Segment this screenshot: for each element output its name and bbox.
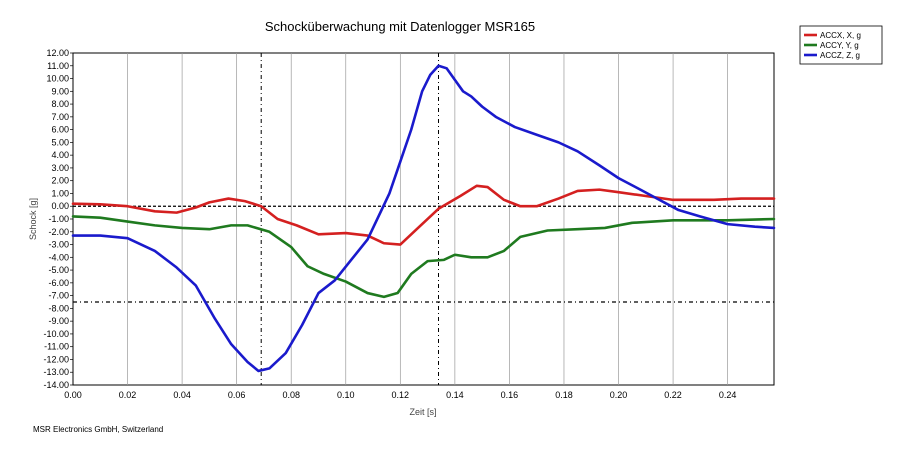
y-tick-label: -5.00	[48, 265, 69, 275]
y-tick-label: -2.00	[48, 227, 69, 237]
x-tick-label: 0.10	[337, 390, 355, 400]
y-tick-label: -1.00	[48, 214, 69, 224]
x-tick-label: 0.00	[64, 390, 82, 400]
x-tick-label: 0.14	[446, 390, 464, 400]
x-tick-label: 0.24	[719, 390, 737, 400]
y-tick-label: 4.00	[51, 150, 69, 160]
y-tick-label: -12.00	[43, 354, 69, 364]
y-tick-label: -4.00	[48, 252, 69, 262]
y-tick-label: -9.00	[48, 316, 69, 326]
y-tick-label: 5.00	[51, 137, 69, 147]
legend-label: ACCX, X, g	[820, 31, 861, 40]
y-tick-label: 2.00	[51, 176, 69, 186]
x-tick-label: 0.20	[610, 390, 628, 400]
plot-area: 0.00 0.02 0.04 0.06 0.08 0.10 0.12 0.14 0.16 0.18…	[43, 48, 776, 400]
y-tick-label: -6.00	[48, 278, 69, 288]
y-tick-label: 12.00	[46, 48, 69, 58]
y-tick-label: -14.00	[43, 380, 69, 390]
x-tick-label: 0.12	[392, 390, 410, 400]
series-line-3	[71, 64, 776, 373]
y-tick-label: 3.00	[51, 163, 69, 173]
y-tick-label: 6.00	[51, 125, 69, 135]
y-tick-label: -11.00	[44, 342, 69, 352]
y-tick-label: 11.00	[47, 61, 69, 71]
legend-label: ACCZ, Z, g	[820, 51, 860, 60]
series-line-2	[71, 215, 776, 299]
y-tick-label: 1.00	[51, 188, 69, 198]
plot-frame	[72, 52, 775, 386]
x-tick-label: 0.02	[119, 390, 137, 400]
x-axis-label: Zeit [s]	[409, 407, 436, 417]
x-tick-label: 0.06	[228, 390, 246, 400]
series-line-1	[71, 184, 776, 246]
y-tick-label: 9.00	[51, 86, 69, 96]
y-tick-label: 10.00	[46, 74, 69, 84]
y-tick-label: -8.00	[48, 303, 69, 313]
footer-text: MSR Electronics GmbH, Switzerland	[33, 425, 163, 434]
x-tick-label: 0.16	[501, 390, 519, 400]
y-tick-label: -7.00	[48, 291, 69, 301]
x-tick-label: 0.08	[282, 390, 300, 400]
y-tick-label: 8.00	[51, 99, 69, 109]
x-tick-label: 0.04	[173, 390, 191, 400]
y-tick-label: 7.00	[51, 112, 69, 122]
legend-label: ACCY, Y, g	[820, 41, 859, 50]
x-tick-label: 0.22	[664, 390, 682, 400]
y-tick-label: -13.00	[43, 367, 69, 377]
y-tick-label: 0.00	[51, 201, 69, 211]
y-tick-label: -3.00	[48, 240, 69, 250]
x-tick-label: 0.18	[555, 390, 573, 400]
y-tick-label: -10.00	[43, 329, 69, 339]
y-axis-label: Schock [g]	[28, 198, 38, 240]
chart-title: Schocküberwachung mit Datenlogger MSR165	[265, 19, 535, 34]
